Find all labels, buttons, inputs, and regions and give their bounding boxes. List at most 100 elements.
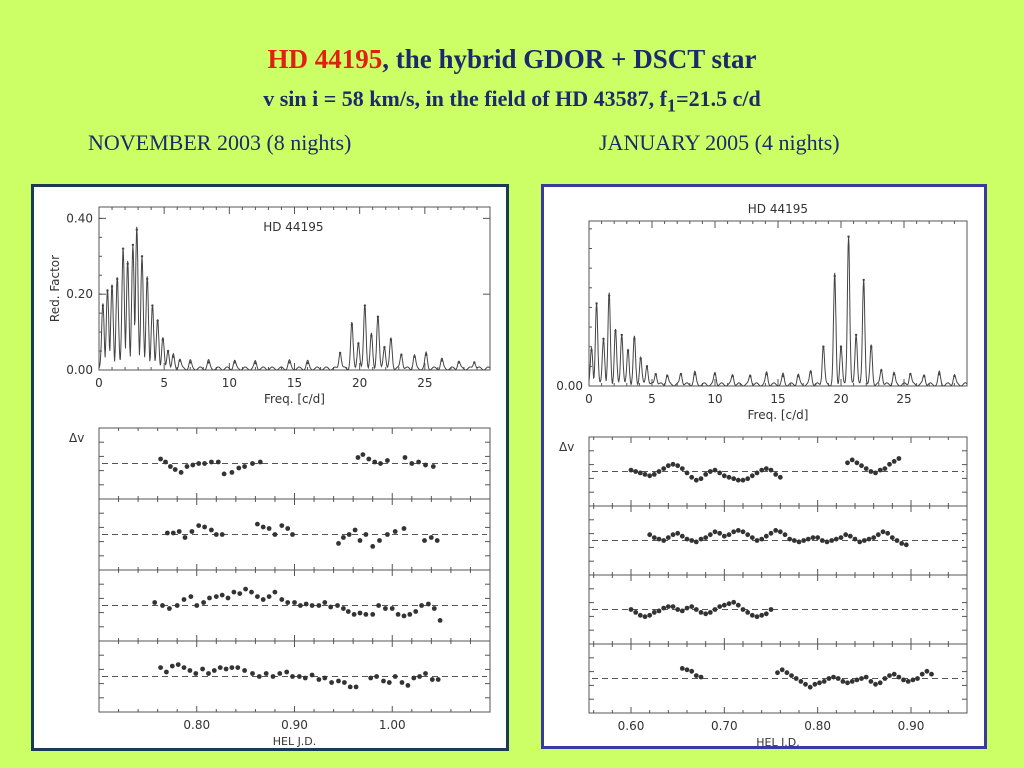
data-point <box>684 667 690 673</box>
data-point <box>735 477 741 483</box>
data-point <box>642 614 648 620</box>
x-tick-label: 1.00 <box>379 718 406 732</box>
data-point <box>190 462 196 468</box>
data-point <box>824 539 830 545</box>
data-point <box>341 535 346 540</box>
data-point <box>266 526 272 531</box>
periodogram-peak <box>847 235 850 238</box>
data-point <box>211 668 217 673</box>
data-point <box>399 680 405 685</box>
data-point <box>423 671 428 676</box>
x-tick-label: 25 <box>896 392 911 406</box>
periodogram-frame <box>588 220 968 387</box>
data-point <box>670 604 676 609</box>
data-point <box>707 469 713 474</box>
data-point <box>768 467 774 473</box>
data-point <box>815 535 821 540</box>
x-tick-label: 20 <box>833 392 848 406</box>
data-point <box>292 600 297 605</box>
periodogram-peak <box>101 304 105 307</box>
x-tick-label: 15 <box>287 376 302 390</box>
periodogram-peak <box>189 361 192 364</box>
data-point <box>693 673 699 678</box>
periodogram-peak <box>110 285 114 288</box>
data-point <box>366 456 372 462</box>
data-point <box>235 665 241 670</box>
data-point <box>798 679 804 684</box>
periodogram-peak <box>156 319 159 322</box>
data-point <box>703 472 709 477</box>
data-point <box>661 466 667 471</box>
x-axis-label: Freq. [c/d] <box>264 392 325 406</box>
right-caption: JANUARY 2005 (4 nights) <box>599 130 840 155</box>
data-point <box>266 594 272 599</box>
data-point <box>209 527 214 533</box>
data-point <box>322 675 328 681</box>
data-point <box>236 465 242 471</box>
data-point <box>187 668 193 673</box>
data-point <box>693 477 699 483</box>
data-point <box>383 606 388 611</box>
data-point <box>784 670 790 676</box>
data-point <box>336 541 341 546</box>
data-point <box>249 589 254 595</box>
data-point <box>859 463 864 469</box>
data-point <box>843 532 849 538</box>
data-point <box>381 678 386 684</box>
x-tick-label: 0.90 <box>281 718 308 732</box>
data-point <box>200 666 206 672</box>
right-light-curves: Δv 0.60 0.70 0.80 0.90 HEL J.D. <box>559 436 968 746</box>
data-point <box>407 612 413 617</box>
data-point <box>182 535 188 540</box>
data-point <box>329 680 334 685</box>
data-point <box>260 524 266 530</box>
periodogram-peak <box>880 369 883 372</box>
data-point <box>423 462 428 468</box>
data-point <box>342 680 347 685</box>
data-point <box>285 600 291 605</box>
data-point <box>370 544 376 549</box>
data-point <box>277 671 283 676</box>
data-point <box>656 536 662 542</box>
data-point <box>351 612 357 617</box>
data-point <box>759 536 765 542</box>
data-point <box>290 674 295 679</box>
periodogram-peak <box>116 277 119 281</box>
data-point <box>633 610 639 615</box>
data-point <box>219 532 225 537</box>
left-light-curves: Δv 0.80 0.90 1.00 HEL J.D. <box>69 427 491 748</box>
data-point <box>357 610 363 616</box>
data-point <box>894 538 900 543</box>
data-point <box>385 458 390 463</box>
data-point <box>929 671 934 677</box>
data-point <box>392 529 398 534</box>
x-tick-label: 0.80 <box>183 718 210 732</box>
data-point <box>726 532 732 538</box>
data-point <box>773 528 779 533</box>
data-point <box>229 665 235 670</box>
data-point <box>775 670 780 676</box>
data-point <box>698 476 704 482</box>
periodogram-peak <box>457 361 460 364</box>
periodogram-peak <box>870 345 873 348</box>
periodogram-peak <box>922 374 926 378</box>
data-point <box>309 672 315 678</box>
data-point <box>891 459 897 464</box>
data-point <box>777 474 783 480</box>
data-point <box>272 589 278 595</box>
data-point <box>717 604 723 609</box>
x-tick-label: 0.60 <box>618 719 645 733</box>
data-point <box>684 470 690 476</box>
data-point <box>731 529 737 535</box>
periodogram-peak <box>590 349 593 352</box>
data-point <box>698 536 704 542</box>
x-tick-label: 5 <box>160 376 168 390</box>
data-point <box>803 681 808 687</box>
periodogram-peak <box>854 333 858 337</box>
periodogram-peak <box>862 278 865 282</box>
data-point <box>279 597 285 602</box>
data-point <box>849 679 855 684</box>
data-point <box>201 600 207 605</box>
periodogram-peak <box>135 228 138 231</box>
data-point <box>193 671 199 676</box>
